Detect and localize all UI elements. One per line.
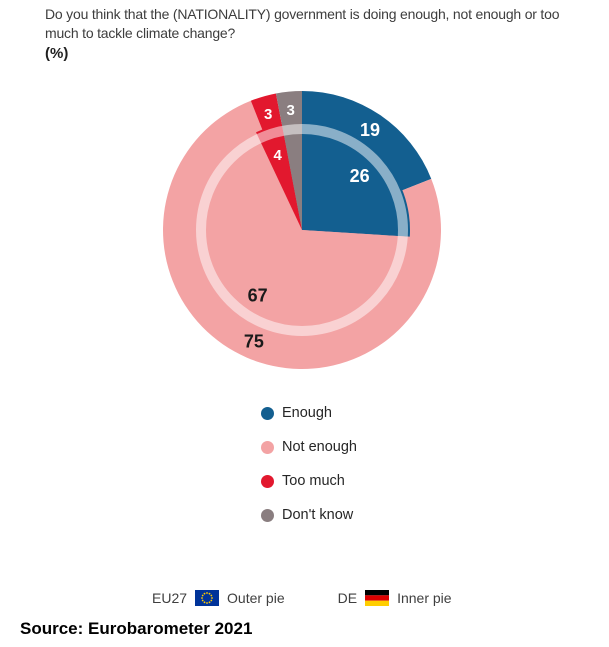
legend-label: Enough bbox=[282, 405, 332, 421]
legend-item: Too much bbox=[261, 473, 357, 489]
source-note: Source: Eurobarometer 2021 bbox=[20, 619, 253, 638]
nested-pie-chart: 19 75 3 3 26 67 4 bbox=[163, 91, 442, 369]
legend-label: Don't know bbox=[282, 507, 354, 523]
outer-pie-desc: Outer pie bbox=[227, 590, 285, 606]
legend-label: Too much bbox=[282, 473, 345, 489]
legend-item: Not enough bbox=[261, 439, 357, 455]
inner-pie-key: DE Inner pie bbox=[338, 590, 452, 606]
legend-color-dot bbox=[261, 440, 274, 454]
de-slice-don-t-know bbox=[281, 121, 302, 230]
pie-value-label: 4 bbox=[273, 147, 282, 164]
legend-item: Don't know bbox=[261, 507, 357, 523]
inner-pie-region-label: DE bbox=[337, 590, 358, 606]
legend-color-dot bbox=[261, 508, 274, 522]
pie-key: EU27 Outer pie DE Inner pie bbox=[152, 590, 452, 606]
pie-value-label: 19 bbox=[360, 120, 380, 140]
pie-value-label: 26 bbox=[350, 166, 370, 186]
legend-color-dot bbox=[261, 406, 274, 420]
pie-value-label: 3 bbox=[286, 102, 294, 119]
inner-pie-desc: Inner pie bbox=[397, 590, 452, 606]
de-slice-too-much bbox=[256, 123, 302, 230]
legend-item: Enough bbox=[261, 405, 357, 421]
outer-pie-region-label: EU27 bbox=[152, 590, 188, 606]
de-slice-enough bbox=[302, 122, 411, 237]
outer-pie-key: EU27 Outer pie bbox=[152, 590, 285, 606]
category-legend: Enough Not enough Too much Don't know bbox=[261, 405, 357, 542]
chart-unit-label: (%) bbox=[45, 45, 69, 62]
eu-flag-icon bbox=[195, 590, 220, 606]
germany-flag-icon bbox=[365, 590, 390, 606]
pie-separator-ring bbox=[196, 124, 408, 336]
pie-value-label: 67 bbox=[248, 286, 268, 306]
legend-color-dot bbox=[261, 474, 274, 488]
pie-value-label: 75 bbox=[244, 331, 264, 351]
chart-title: Do you think that the (NATIONALITY) gove… bbox=[45, 6, 560, 41]
de-slice-not-enough bbox=[194, 132, 410, 339]
legend-label: Not enough bbox=[282, 439, 357, 455]
pie-value-label: 3 bbox=[264, 106, 272, 123]
